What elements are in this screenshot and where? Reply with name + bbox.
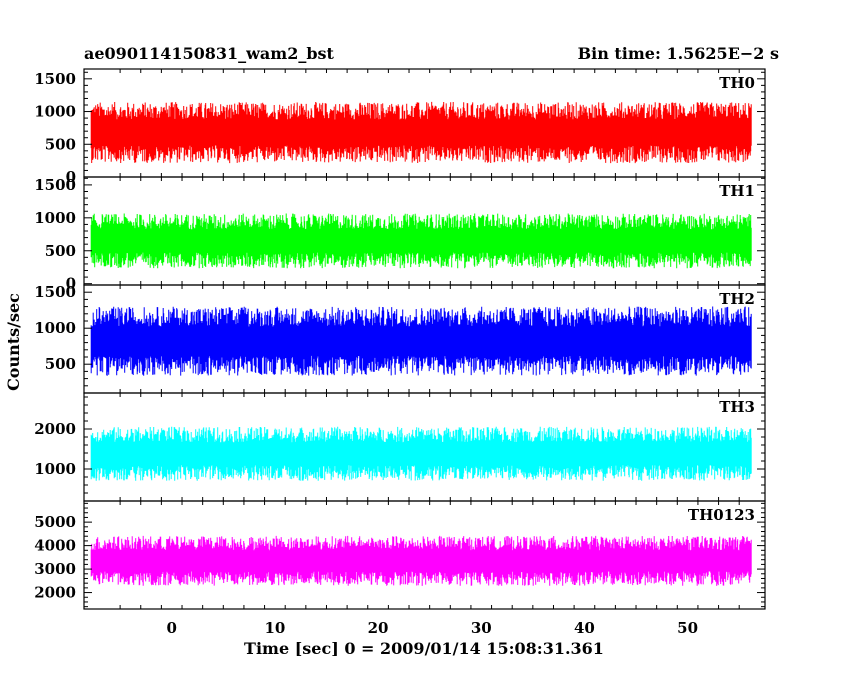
panels-group: 0 500 1000 1500 TH0 0 500 1000 1500 TH1 500 1000 150… <box>34 68 766 610</box>
x-tick-label: 10 <box>264 619 285 637</box>
panel-th0123: 2000 3000 4000 5000 TH0123 <box>34 500 766 610</box>
panel-th3: 1000 2000 TH3 <box>34 392 766 502</box>
trace-th1 <box>90 213 752 269</box>
y-tick-label: 500 <box>45 135 76 153</box>
y-tick-label: 500 <box>45 355 76 373</box>
panel-label-th3: TH3 <box>719 398 755 416</box>
y-tick-label: 1500 <box>34 176 76 194</box>
panel-label-th2: TH2 <box>719 290 755 308</box>
trace-th0 <box>90 101 752 164</box>
panel-th2: 500 1000 1500 TH2 <box>34 283 766 394</box>
x-tick-label: 0 <box>166 619 176 637</box>
y-tick-label: 500 <box>45 242 76 260</box>
y-tick-label: 1000 <box>34 209 76 227</box>
y-tick-label: 5000 <box>34 513 76 531</box>
trace-th3 <box>90 426 752 481</box>
trace-th0123 <box>90 535 752 586</box>
panel-label-th0: TH0 <box>719 74 755 92</box>
y-tick-label: 0 <box>66 275 76 293</box>
x-tick-label: 50 <box>677 619 698 637</box>
y-tick-label: 1000 <box>34 103 76 121</box>
chart-title: ae090114150831_wam2_bst <box>84 44 335 63</box>
y-tick-label: 3000 <box>34 560 76 578</box>
bin-time-label: Bin time: 1.5625E−2 s <box>578 44 779 63</box>
y-tick-label: 4000 <box>34 537 76 555</box>
y-tick-label: 1500 <box>34 283 76 301</box>
trace-th2 <box>90 306 752 376</box>
panel-label-th0123: TH0123 <box>688 506 755 524</box>
x-axis: 0 10 20 30 40 50 <box>166 619 698 637</box>
y-tick-label: 0 <box>66 168 76 186</box>
y-tick-label: 1500 <box>34 70 76 88</box>
y-tick-label: 1000 <box>34 460 76 478</box>
y-axis-title: Counts/sec <box>4 293 23 391</box>
x-axis-title: Time [sec] 0 = 2009/01/14 15:08:31.361 <box>244 639 604 658</box>
panel-label-th1: TH1 <box>719 182 755 200</box>
x-tick-label: 30 <box>471 619 492 637</box>
x-tick-label: 40 <box>574 619 595 637</box>
y-tick-label: 2000 <box>34 584 76 602</box>
x-tick-label: 20 <box>368 619 389 637</box>
y-tick-label: 2000 <box>34 420 76 438</box>
panel-th0: 0 500 1000 1500 TH0 <box>34 68 766 186</box>
y-tick-label: 1000 <box>34 319 76 337</box>
panel-th1: 0 500 1000 1500 TH1 <box>34 176 766 293</box>
